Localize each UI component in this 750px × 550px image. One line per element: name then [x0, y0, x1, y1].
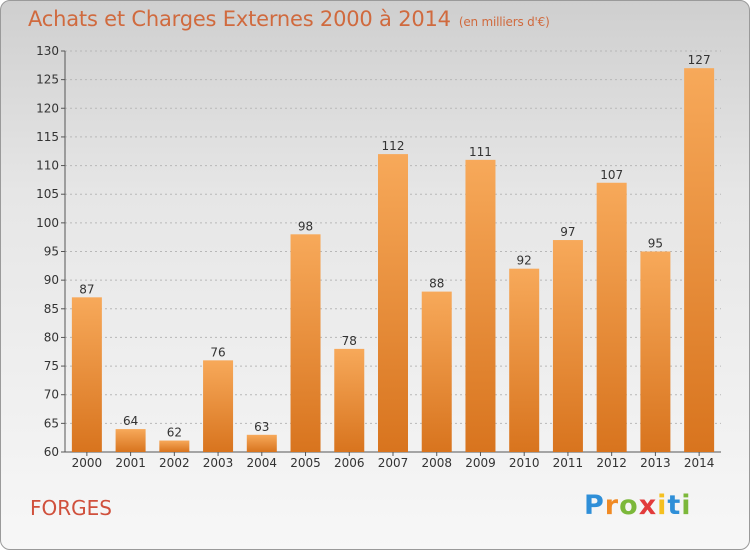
x-tick-label: 2012: [596, 456, 627, 470]
logo-letter: i: [681, 490, 692, 521]
bar-value-label: 76: [210, 345, 225, 359]
logo-letter: t: [667, 490, 682, 521]
chart-unit: (en milliers d'€): [458, 15, 550, 29]
y-tick-label: 75: [44, 359, 59, 373]
x-tick-label: 2004: [247, 456, 278, 470]
bar-value-label: 111: [469, 145, 492, 159]
commune-name: FORGES: [30, 496, 112, 520]
x-tick-label: 2003: [203, 456, 234, 470]
bar: [246, 434, 277, 452]
x-tick-label: 2007: [378, 456, 409, 470]
chart-title: Achats et Charges Externes 2000 à 2014 (e…: [28, 7, 550, 31]
bar-value-label: 95: [648, 237, 663, 251]
bar: [465, 159, 496, 453]
bar: [159, 440, 190, 452]
y-tick-label: 95: [44, 245, 59, 259]
y-tick-label: 115: [36, 130, 59, 144]
x-tick-label: 2014: [684, 456, 715, 470]
x-tick-label: 2010: [509, 456, 540, 470]
bar: [290, 234, 321, 452]
x-tick-label: 2006: [334, 456, 365, 470]
chart-title-text: Achats et Charges Externes 2000 à 2014: [28, 7, 451, 31]
y-tick-label: 70: [44, 388, 59, 402]
logo-letter: o: [619, 490, 639, 521]
y-tick-label: 110: [36, 159, 59, 173]
bar-value-label: 107: [600, 168, 623, 182]
bar-value-label: 92: [517, 254, 532, 268]
bar-value-label: 98: [298, 219, 313, 233]
bar-value-label: 64: [123, 414, 138, 428]
bar: [640, 251, 671, 452]
y-tick-label: 120: [36, 101, 59, 115]
bar: [421, 291, 452, 452]
x-tick-label: 2011: [553, 456, 584, 470]
bar: [684, 68, 715, 452]
bar: [71, 297, 102, 452]
y-tick-label: 100: [36, 216, 59, 230]
y-tick-label: 105: [36, 187, 59, 201]
y-tick-label: 130: [36, 44, 59, 58]
bar: [203, 360, 234, 452]
x-tick-label: 2000: [72, 456, 103, 470]
logo-letter: x: [638, 490, 658, 521]
y-tick-label: 60: [44, 445, 59, 459]
x-tick-label: 2001: [115, 456, 146, 470]
logo-letter: r: [604, 490, 620, 521]
bar: [509, 268, 540, 452]
bar-value-label: 63: [254, 420, 269, 434]
y-tick-label: 85: [44, 302, 59, 316]
bar-value-label: 127: [688, 53, 711, 67]
proxiti-logo: Proxiti: [584, 490, 692, 521]
logo-letter: P: [584, 490, 605, 521]
y-tick-label: 80: [44, 330, 59, 344]
y-tick-label: 125: [36, 73, 59, 87]
logo-letter: i: [657, 490, 668, 521]
bar: [378, 154, 408, 452]
bar: [596, 182, 627, 452]
y-tick-label: 65: [44, 416, 59, 430]
bar-value-label: 62: [167, 426, 182, 440]
bar-value-label: 88: [429, 277, 444, 291]
bar: [552, 240, 583, 452]
bar-value-label: 87: [79, 282, 94, 296]
x-tick-label: 2005: [290, 456, 321, 470]
bar-value-label: 112: [382, 139, 405, 153]
x-tick-label: 2002: [159, 456, 190, 470]
bar: [334, 348, 365, 452]
bar-value-label: 97: [560, 225, 575, 239]
bar: [115, 429, 146, 452]
bar-value-label: 78: [342, 334, 357, 348]
x-tick-label: 2008: [421, 456, 452, 470]
x-tick-label: 2009: [465, 456, 496, 470]
y-tick-label: 90: [44, 273, 59, 287]
x-tick-label: 2013: [640, 456, 671, 470]
